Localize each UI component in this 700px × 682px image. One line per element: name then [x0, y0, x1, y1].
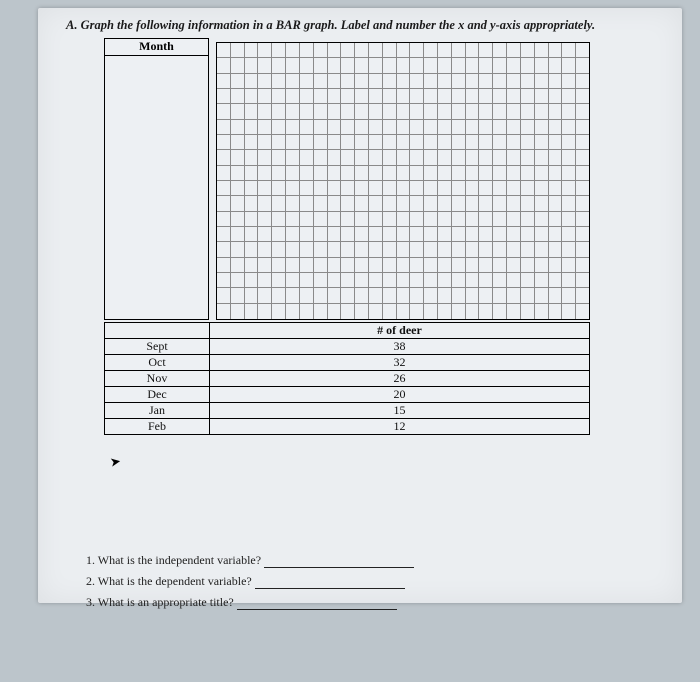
- worksheet-page: A. Graph the following information in a …: [38, 8, 682, 603]
- month-column-blank: [104, 56, 209, 320]
- table-row: Nov26: [105, 371, 590, 387]
- table-header-blank: [105, 323, 210, 339]
- cell-month: Nov: [105, 371, 210, 387]
- instruction-text: A. Graph the following information in a …: [66, 18, 595, 33]
- table-header-deer: # of deer: [210, 323, 590, 339]
- cell-month: Sept: [105, 339, 210, 355]
- cell-deer: 12: [210, 419, 590, 435]
- blank-line: [264, 557, 414, 568]
- cell-deer: 15: [210, 403, 590, 419]
- cell-month: Jan: [105, 403, 210, 419]
- question-2: 2. What is the dependent variable?: [86, 574, 414, 589]
- table-row: Jan15: [105, 403, 590, 419]
- table-row: Sept38: [105, 339, 590, 355]
- cell-deer: 20: [210, 387, 590, 403]
- graph-grid: [216, 42, 590, 320]
- cell-deer: 32: [210, 355, 590, 371]
- cell-deer: 38: [210, 339, 590, 355]
- question-3-text: 3. What is an appropriate title?: [86, 595, 234, 609]
- question-3: 3. What is an appropriate title?: [86, 595, 414, 610]
- question-1: 1. What is the independent variable?: [86, 553, 414, 568]
- table-row: Oct32: [105, 355, 590, 371]
- month-header-cell: Month: [104, 38, 209, 56]
- table-header-row: # of deer: [105, 323, 590, 339]
- blank-line: [237, 599, 397, 610]
- cell-deer: 26: [210, 371, 590, 387]
- blank-line: [255, 578, 405, 589]
- question-2-text: 2. What is the dependent variable?: [86, 574, 252, 588]
- questions-block: 1. What is the independent variable? 2. …: [86, 553, 414, 616]
- cell-month: Dec: [105, 387, 210, 403]
- cell-month: Feb: [105, 419, 210, 435]
- table-row: Dec20: [105, 387, 590, 403]
- data-table: # of deer Sept38 Oct32 Nov26 Dec20 Jan15…: [104, 322, 590, 435]
- table-row: Feb12: [105, 419, 590, 435]
- cursor-icon: ➤: [109, 453, 123, 471]
- cell-month: Oct: [105, 355, 210, 371]
- question-1-text: 1. What is the independent variable?: [86, 553, 261, 567]
